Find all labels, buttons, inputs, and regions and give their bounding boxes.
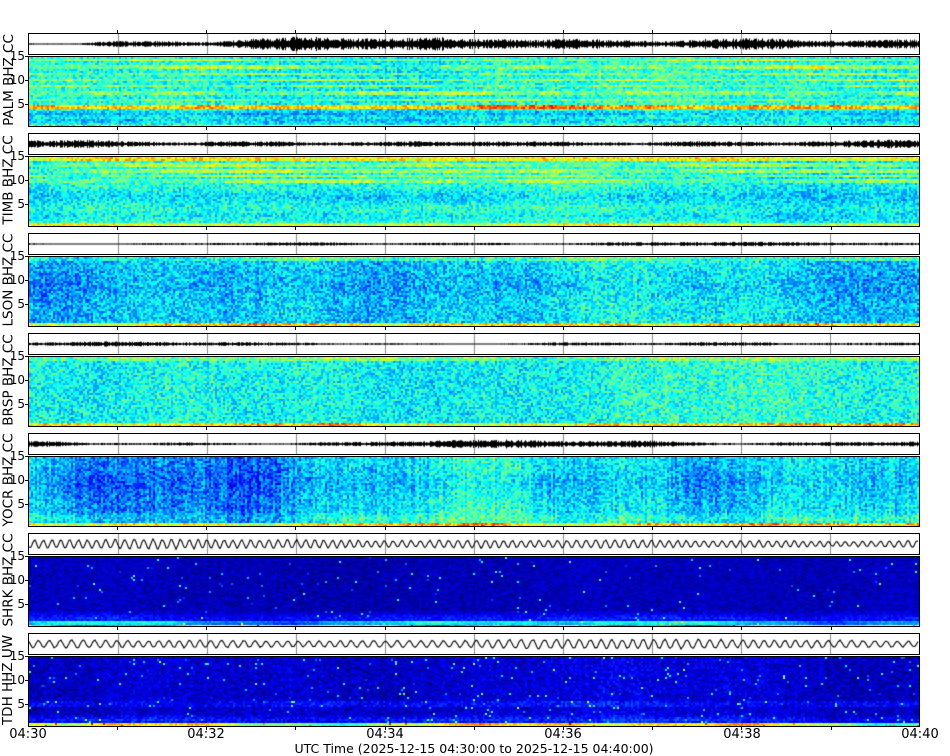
- time-tick-label: 04:34: [366, 727, 404, 742]
- station-panel-tdh: TDH HHZ UW 15 10 5: [0, 633, 950, 730]
- station-panel-brsp: BRSP BHZ CC 15 10 5: [0, 333, 950, 430]
- freq-tick-label-15: 15: [0, 49, 29, 63]
- waveform-trace: [28, 233, 920, 255]
- freq-tick-label-10: 10: [0, 573, 29, 587]
- minute-ticks: [117, 427, 118, 430]
- minute-ticks: [117, 627, 118, 630]
- freq-tick-label-5: 5: [0, 197, 29, 211]
- freq-tick-label-15: 15: [0, 349, 29, 363]
- spectrogram-image: [28, 456, 920, 527]
- time-tick-label: 04:32: [187, 727, 225, 742]
- freq-tick-label-5: 5: [0, 297, 29, 311]
- freq-tick-label-15: 15: [0, 449, 29, 463]
- station-panel-yocr: YOCR BHZ CC 15 10 5: [0, 433, 950, 530]
- station-panel-shrk: SHRK BHZ CC 15 10 5: [0, 533, 950, 630]
- waveform-trace: [28, 133, 920, 155]
- top-minute-ticks: [117, 30, 118, 33]
- freq-tick-label-10: 10: [0, 273, 29, 287]
- freq-tick-label-15: 15: [0, 549, 29, 563]
- minute-ticks: [117, 327, 118, 330]
- spectrogram-image: [28, 256, 920, 327]
- minute-ticks: [117, 727, 118, 730]
- station-panel-timb: TIMB BHZ CC 15 10 5: [0, 133, 950, 230]
- freq-tick-label-15: 15: [0, 649, 29, 663]
- waveform-trace: [28, 633, 920, 655]
- freq-tick-label-10: 10: [0, 173, 29, 187]
- freq-tick-label-15: 15: [0, 249, 29, 263]
- freq-tick-label-5: 5: [0, 97, 29, 111]
- freq-tick-label-10: 10: [0, 373, 29, 387]
- freq-tick-label-5: 5: [0, 697, 29, 711]
- freq-tick-label-10: 10: [0, 73, 29, 87]
- freq-tick-label-15: 15: [0, 149, 29, 163]
- spectrogram-image: [28, 556, 920, 627]
- x-axis-title: UTC Time (2025-12-15 04:30:00 to 2025-12…: [294, 741, 654, 756]
- time-tick-label: 04:30: [9, 727, 47, 742]
- waveform-trace: [28, 333, 920, 355]
- spectrogram-image: [28, 156, 920, 227]
- freq-tick-label-5: 5: [0, 397, 29, 411]
- waveform-trace: [28, 33, 920, 55]
- time-tick-label: 04:36: [544, 727, 582, 742]
- waveform-trace: [28, 433, 920, 455]
- freq-tick-label-10: 10: [0, 673, 29, 687]
- station-panel-palm: PALM BHZ CC 15 10 5: [0, 33, 950, 130]
- freq-tick-label-5: 5: [0, 497, 29, 511]
- minute-ticks: [117, 227, 118, 230]
- spectrogram-image: [28, 356, 920, 427]
- waveform-trace: [28, 533, 920, 555]
- minute-ticks: [117, 527, 118, 530]
- spectrogram-image: [28, 56, 920, 127]
- spectrogram-image: [28, 656, 920, 727]
- station-panel-lson: LSON BHZ CC 15 10 5: [0, 233, 950, 330]
- minute-ticks: [117, 127, 118, 130]
- freq-tick-label-5: 5: [0, 597, 29, 611]
- time-tick-label: 04:40: [901, 727, 939, 742]
- time-tick-label: 04:38: [723, 727, 761, 742]
- freq-tick-label-10: 10: [0, 473, 29, 487]
